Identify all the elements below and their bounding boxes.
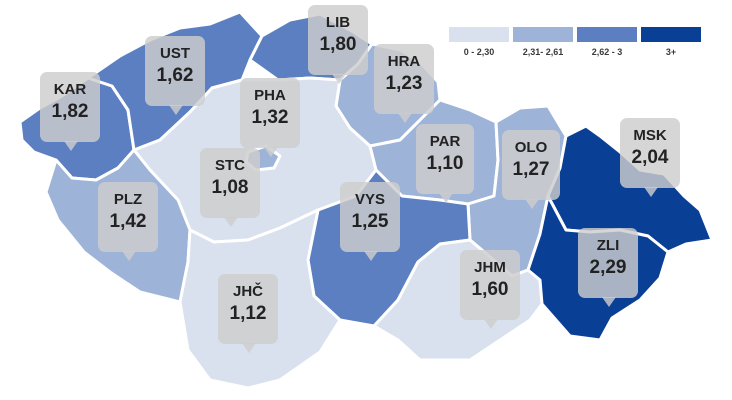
region-code: UST: [160, 45, 190, 62]
region-label-HRA: HRA 1,23: [374, 44, 434, 123]
region-value: 1,27: [512, 159, 550, 180]
legend-item-3: 2,62 - 3: [577, 27, 637, 57]
region-value: 1,08: [211, 177, 249, 198]
region-label-VYS: VYS 1,25: [340, 182, 400, 261]
region-code: PAR: [429, 133, 461, 150]
legend-label-4: 3+: [665, 47, 677, 57]
legend-label-3: 2,62 - 3: [591, 47, 623, 57]
region-label-PAR: PAR 1,10: [416, 124, 474, 203]
legend-swatch-2: [513, 27, 573, 42]
region-code: OLO: [514, 139, 548, 156]
region-code: KAR: [53, 81, 87, 98]
region-value: 2,29: [589, 257, 627, 278]
region-code: PHA: [254, 87, 286, 104]
legend-label-2: 2,31- 2,61: [522, 47, 564, 57]
legend-item-1: 0 - 2,30: [449, 27, 509, 57]
region-value: 1,82: [51, 101, 89, 122]
region-code: ZLI: [596, 237, 620, 254]
region-label-JHC: JHČ 1,12: [218, 274, 278, 353]
region-code: HRA: [387, 53, 421, 70]
region-value: 1,12: [229, 303, 267, 324]
region-value: 1,23: [385, 73, 423, 94]
region-code: STC: [215, 157, 245, 174]
legend-item-4: 3+: [641, 27, 701, 57]
region-value: 1,10: [426, 153, 464, 174]
legend-label-1: 0 - 2,30: [463, 47, 495, 57]
region-value: 1,25: [351, 211, 389, 232]
legend-swatch-4: [641, 27, 701, 42]
legend-item-2: 2,31- 2,61: [513, 27, 573, 57]
region-label-PHA: PHA 1,32: [240, 78, 300, 157]
region-value: 1,62: [156, 65, 194, 86]
region-label-OLO: OLO 1,27: [502, 130, 560, 209]
region-code: JHM: [474, 259, 506, 276]
region-label-UST: UST 1,62: [145, 36, 205, 115]
region-label-KAR: KAR 1,82: [40, 72, 100, 151]
legend-swatch-3: [577, 27, 637, 42]
region-label-STC: STC 1,08: [200, 148, 260, 227]
region-label-MSK: MSK 2,04: [620, 118, 680, 197]
region-code: LIB: [325, 14, 351, 31]
legend-swatch-1: [449, 27, 509, 42]
region-label-LIB: LIB 1,80: [308, 5, 368, 84]
region-code: PLZ: [113, 191, 143, 208]
region-value: 1,80: [319, 34, 357, 55]
region-label-JHM: JHM 1,60: [460, 250, 520, 329]
region-label-PLZ: PLZ 1,42: [98, 182, 158, 261]
region-value: 1,60: [471, 279, 509, 300]
region-value: 2,04: [631, 147, 669, 168]
region-value: 1,32: [251, 107, 289, 128]
region-code: JHČ: [232, 283, 263, 300]
region-label-ZLI: ZLI 2,29: [578, 228, 638, 307]
region-value: 1,42: [109, 211, 147, 232]
region-code: VYS: [354, 191, 385, 208]
region-code: MSK: [633, 127, 667, 144]
